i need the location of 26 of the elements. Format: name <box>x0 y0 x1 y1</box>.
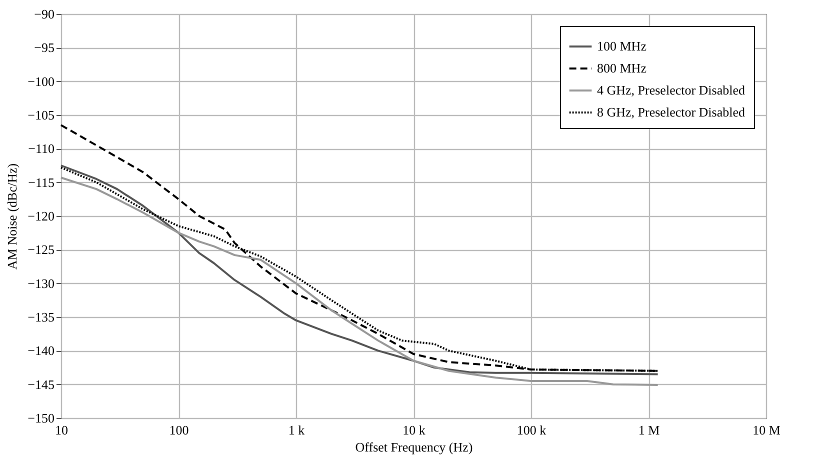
x-tick-label: 10 M <box>752 422 781 438</box>
y-tick-label: −130 <box>28 276 54 291</box>
y-tick-label: −145 <box>28 376 54 392</box>
y-tick-label: −150 <box>28 410 54 426</box>
y-tick-label: −115 <box>28 174 54 190</box>
x-tick-label: 100 k <box>516 422 547 438</box>
x-axis-title: Offset Frequency (Hz) <box>355 440 473 454</box>
y-tick-label: −105 <box>28 108 54 122</box>
legend-label: 8 GHz, Preselector Disabled <box>597 104 746 120</box>
x-tick-label: 10 <box>55 422 68 438</box>
y-tick-label: −90 <box>34 6 54 22</box>
x-tick-label: 100 <box>169 422 189 438</box>
y-tick-label: −100 <box>28 74 54 89</box>
y-tick-label: −95 <box>34 40 54 56</box>
x-tick-label: 10 k <box>402 422 426 438</box>
x-tick-label: 1 M <box>638 422 660 438</box>
y-tick-label: −110 <box>28 141 54 156</box>
legend-label: 4 GHz, Preselector Disabled <box>597 82 746 98</box>
y-tick-label: −140 <box>28 343 54 358</box>
y-axis-title: AM Noise (dBc/Hz) <box>4 163 20 270</box>
y-tick-label: −135 <box>28 310 54 324</box>
legend-label: 100 MHz <box>597 38 647 54</box>
legend-label: 800 MHz <box>597 60 647 76</box>
x-tick-label: 1 k <box>288 422 306 438</box>
y-tick-label: −125 <box>28 242 54 258</box>
y-tick-label: −120 <box>28 208 54 224</box>
